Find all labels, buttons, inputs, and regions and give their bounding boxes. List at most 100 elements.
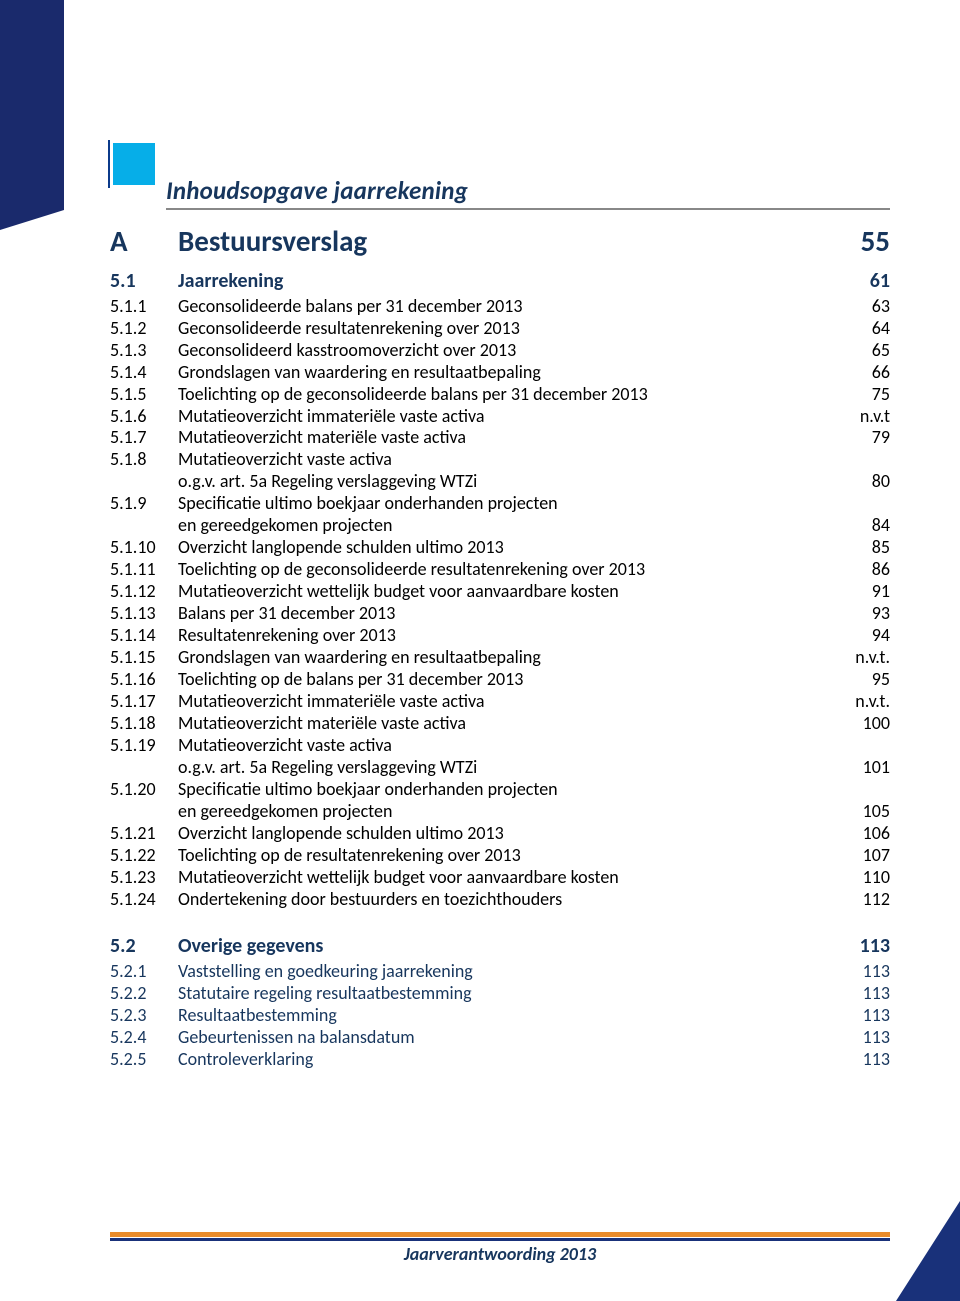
toc-page: 113 xyxy=(840,961,890,983)
toc-label: Mutatieoverzicht materiële vaste activa xyxy=(178,713,840,735)
toc-label: en gereedgekomen projecten xyxy=(178,801,840,823)
section-label: Jaarrekening xyxy=(178,269,840,293)
toc-page: 105 xyxy=(840,801,890,823)
section-page: 113 xyxy=(840,934,890,958)
title-block: Inhoudsopgave jaarrekening xyxy=(166,175,890,210)
toc-row: 5.1.11Toelichting op de geconsolideerde … xyxy=(110,559,890,581)
toc-num: 5.2.1 xyxy=(110,961,178,983)
toc-num: 5.1.22 xyxy=(110,845,178,867)
section-num: 5.2 xyxy=(110,934,178,958)
toc-num: 5.2.2 xyxy=(110,983,178,1005)
toc-row: .en gereedgekomen projecten105 xyxy=(110,801,890,823)
section-row-5-2: 5.2 Overige gegevens 113 xyxy=(110,934,890,958)
toc-page: 66 xyxy=(840,362,890,384)
toc-num: 5.1.14 xyxy=(110,625,178,647)
toc-label: Mutatieoverzicht materiële vaste activa xyxy=(178,427,840,449)
toc-num: 5.1.10 xyxy=(110,537,178,559)
toc-row: 5.1.20Specificatie ultimo boekjaar onder… xyxy=(110,779,890,801)
toc-label: Resultaatbestemming xyxy=(178,1005,840,1027)
toc-num: 5.2.4 xyxy=(110,1027,178,1049)
toc-label: Mutatieoverzicht immateriële vaste activ… xyxy=(178,691,840,713)
toc-num: 5.1.8 xyxy=(110,449,178,471)
toc-num: 5.1.17 xyxy=(110,691,178,713)
page-content: Inhoudsopgave jaarrekening A Bestuursver… xyxy=(110,175,890,1071)
toc-page: 101 xyxy=(840,757,890,779)
toc-row: 5.1.1Geconsolideerde balans per 31 decem… xyxy=(110,296,890,318)
toc-label: o.g.v. art. 5a Regeling verslaggeving WT… xyxy=(178,757,840,779)
toc-5-2: 5.2.1Vaststelling en goedkeuring jaarrek… xyxy=(110,961,890,1071)
toc-row: 5.1.23Mutatieoverzicht wettelijk budget … xyxy=(110,867,890,889)
toc-num: 5.1.23 xyxy=(110,867,178,889)
toc-label: Vaststelling en goedkeuring jaarrekening xyxy=(178,961,840,983)
toc-num: 5.1.12 xyxy=(110,581,178,603)
toc-row: 5.1.6Mutatieoverzicht immateriële vaste … xyxy=(110,406,890,428)
toc-label: Mutatieoverzicht vaste activa xyxy=(178,735,840,757)
toc-num: 5.1.13 xyxy=(110,603,178,625)
toc-num: 5.1.18 xyxy=(110,713,178,735)
toc-page: n.v.t. xyxy=(840,691,890,713)
toc-label: Mutatieoverzicht vaste activa xyxy=(178,449,840,471)
section-label: Bestuursverslag xyxy=(178,224,840,259)
toc-row: 5.1.9Specificatie ultimo boekjaar onderh… xyxy=(110,493,890,515)
toc-row: 5.1.16Toelichting op de balans per 31 de… xyxy=(110,669,890,691)
toc-num: 5.1.4 xyxy=(110,362,178,384)
toc-5-1: 5.1.1Geconsolideerde balans per 31 decem… xyxy=(110,296,890,911)
toc-page: 86 xyxy=(840,559,890,581)
toc-num: 5.1.9 xyxy=(110,493,178,515)
toc-row: 5.2.2Statutaire regeling resultaatbestem… xyxy=(110,983,890,1005)
toc-row: 5.1.24Ondertekening door bestuurders en … xyxy=(110,889,890,911)
footer-rule-orange xyxy=(110,1232,890,1237)
toc-num: 5.1.5 xyxy=(110,384,178,406)
toc-page: 95 xyxy=(840,669,890,691)
toc-num: 5.1.11 xyxy=(110,559,178,581)
toc-page: 63 xyxy=(840,296,890,318)
toc-row: 5.1.7Mutatieoverzicht materiële vaste ac… xyxy=(110,427,890,449)
toc-label: Geconsolideerd kasstroomoverzicht over 2… xyxy=(178,340,840,362)
toc-page: 113 xyxy=(840,1027,890,1049)
toc-page: 113 xyxy=(840,1005,890,1027)
toc-row: .en gereedgekomen projecten84 xyxy=(110,515,890,537)
toc-label: Specificatie ultimo boekjaar onderhanden… xyxy=(178,493,840,515)
toc-page: 64 xyxy=(840,318,890,340)
toc-page: 110 xyxy=(840,867,890,889)
toc-num: 5.1.15 xyxy=(110,647,178,669)
toc-label: Mutatieoverzicht wettelijk budget voor a… xyxy=(178,867,840,889)
toc-page: 106 xyxy=(840,823,890,845)
toc-label: Overzicht langlopende schulden ultimo 20… xyxy=(178,823,840,845)
toc-num: 5.1.7 xyxy=(110,427,178,449)
toc-num: 5.1.3 xyxy=(110,340,178,362)
section-label: Overige gegevens xyxy=(178,934,840,958)
toc-num: 5.1.24 xyxy=(110,889,178,911)
toc-row: 5.1.10Overzicht langlopende schulden ult… xyxy=(110,537,890,559)
toc-label: Mutatieoverzicht wettelijk budget voor a… xyxy=(178,581,840,603)
toc-page: 84 xyxy=(840,515,890,537)
toc-label: Geconsolideerde balans per 31 december 2… xyxy=(178,296,840,318)
footer: Jaarverantwoording 2013 xyxy=(110,1232,890,1265)
toc-label: Resultatenrekening over 2013 xyxy=(178,625,840,647)
toc-num: 5.2.3 xyxy=(110,1005,178,1027)
section-row-5-1: 5.1 Jaarrekening 61 xyxy=(110,269,890,293)
toc-label: Toelichting op de balans per 31 december… xyxy=(178,669,840,691)
toc-num: 5.2.5 xyxy=(110,1049,178,1071)
toc-label: Statutaire regeling resultaatbestemming xyxy=(178,983,840,1005)
toc-page: 107 xyxy=(840,845,890,867)
toc-row: 5.1.2Geconsolideerde resultatenrekening … xyxy=(110,318,890,340)
toc-label: Grondslagen van waardering en resultaatb… xyxy=(178,647,840,669)
section-page: 61 xyxy=(840,269,890,293)
toc-label: Mutatieoverzicht immateriële vaste activ… xyxy=(178,406,840,428)
toc-page: 113 xyxy=(840,983,890,1005)
toc-row: 5.2.1Vaststelling en goedkeuring jaarrek… xyxy=(110,961,890,983)
toc-label: Gebeurtenissen na balansdatum xyxy=(178,1027,840,1049)
toc-label: Overzicht langlopende schulden ultimo 20… xyxy=(178,537,840,559)
toc-page: 85 xyxy=(840,537,890,559)
toc-num: 5.1.1 xyxy=(110,296,178,318)
toc-row: 5.2.4Gebeurtenissen na balansdatum113 xyxy=(110,1027,890,1049)
toc-num: 5.1.20 xyxy=(110,779,178,801)
toc-label: en gereedgekomen projecten xyxy=(178,515,840,537)
toc-label: Grondslagen van waardering en resultaatb… xyxy=(178,362,840,384)
toc-row: 5.1.15Grondslagen van waardering en resu… xyxy=(110,647,890,669)
toc-label: Toelichting op de resultatenrekening ove… xyxy=(178,845,840,867)
toc-row: 5.1.19Mutatieoverzicht vaste activa xyxy=(110,735,890,757)
toc-page: n.v.t. xyxy=(840,647,890,669)
toc-row: 5.2.5Controleverklaring113 xyxy=(110,1049,890,1071)
